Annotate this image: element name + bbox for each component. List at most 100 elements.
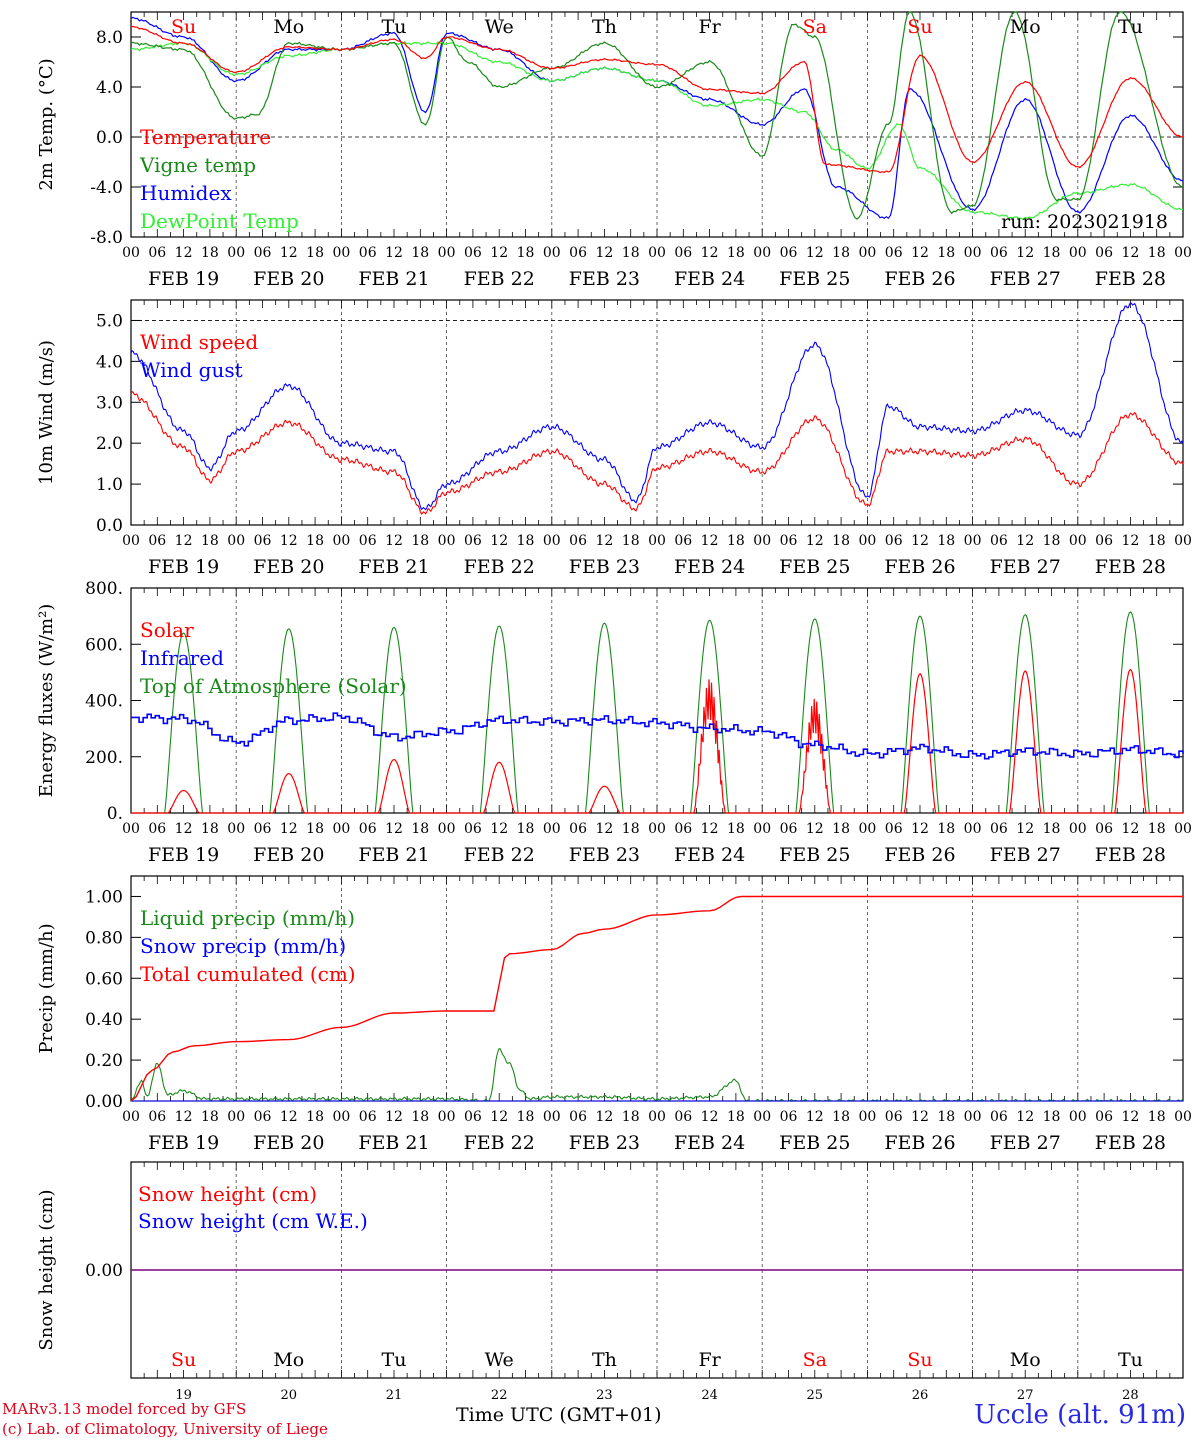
legend-entry: DewPoint Temp <box>140 209 299 233</box>
hour-tick-label: 00 <box>1174 533 1192 549</box>
hour-tick-label: 18 <box>832 1109 850 1125</box>
hour-tick-label: 12 <box>595 245 613 261</box>
hour-tick-label: 12 <box>806 821 824 837</box>
panel-1 <box>130 11 1184 238</box>
hour-tick-label: 06 <box>780 245 798 261</box>
y-tick-label: 0.00 <box>85 1092 123 1112</box>
hour-tick-label: 00 <box>122 245 140 261</box>
date-label: FEB 21 <box>358 1132 429 1154</box>
hour-tick-label: 00 <box>648 1109 666 1125</box>
hour-tick-label: 12 <box>911 1109 929 1125</box>
hour-tick-label: 18 <box>937 533 955 549</box>
hour-tick-label: 00 <box>648 533 666 549</box>
day-number-label: 28 <box>1122 1388 1139 1403</box>
plot-frame <box>130 299 1184 526</box>
hour-tick-label: 06 <box>569 245 587 261</box>
hour-tick-label: 06 <box>780 1109 798 1125</box>
weekday-label: Su <box>907 1349 932 1371</box>
hour-tick-label: 00 <box>1174 821 1192 837</box>
hour-tick-label: 18 <box>727 533 745 549</box>
hour-tick-label: 06 <box>569 1109 587 1125</box>
weekday-label: Sa <box>803 1349 827 1371</box>
hour-tick-label: 12 <box>701 245 719 261</box>
panel-2 <box>130 299 1184 526</box>
series-line-infrared <box>131 712 1184 760</box>
y-tick-label: 8.0 <box>96 28 123 48</box>
hour-tick-label: 00 <box>438 245 456 261</box>
hour-tick-label: 18 <box>1043 533 1061 549</box>
legend-entry: Total cumulated (cm) <box>140 962 356 986</box>
hour-tick-label: 06 <box>254 821 272 837</box>
hour-tick-label: 12 <box>175 821 193 837</box>
hour-tick-label: 00 <box>858 245 876 261</box>
hour-tick-label: 18 <box>306 245 324 261</box>
date-label: FEB 20 <box>253 1132 324 1154</box>
date-label: FEB 22 <box>464 268 535 290</box>
hour-tick-label: 12 <box>490 1109 508 1125</box>
hour-tick-label: 12 <box>385 533 403 549</box>
hour-tick-label: 00 <box>543 1109 561 1125</box>
hour-tick-label: 18 <box>201 533 219 549</box>
hour-tick-label: 00 <box>122 533 140 549</box>
legend-entry: Snow height (cm W.E.) <box>138 1209 368 1233</box>
hour-tick-label: 12 <box>1016 245 1034 261</box>
hour-tick-label: 00 <box>438 533 456 549</box>
hour-tick-label: 00 <box>543 821 561 837</box>
hour-tick-label: 18 <box>1043 1109 1061 1125</box>
hour-tick-label: 18 <box>201 1109 219 1125</box>
weekday-label: We <box>485 16 514 38</box>
day-number-label: 25 <box>807 1388 824 1403</box>
hour-tick-label: 00 <box>1069 1109 1087 1125</box>
hour-tick-label: 06 <box>780 533 798 549</box>
legend-entry: Snow height (cm) <box>138 1182 317 1206</box>
hour-tick-label: 18 <box>937 821 955 837</box>
y-tick-label: 200. <box>85 748 123 768</box>
hour-tick-label: 00 <box>964 245 982 261</box>
hour-tick-label: 12 <box>175 533 193 549</box>
hour-tick-label: 06 <box>885 1109 903 1125</box>
date-label: FEB 23 <box>569 556 640 578</box>
hour-tick-label: 00 <box>753 821 771 837</box>
hour-tick-label: 06 <box>464 533 482 549</box>
date-label: FEB 23 <box>569 1132 640 1154</box>
weekday-label: Su <box>907 16 932 38</box>
date-label: FEB 26 <box>884 268 955 290</box>
weekday-label: Sa <box>803 16 827 38</box>
hour-tick-label: 00 <box>332 533 350 549</box>
hour-tick-label: 06 <box>254 245 272 261</box>
legend-entry: Liquid precip (mm/h) <box>140 906 355 930</box>
hour-tick-label: 00 <box>543 245 561 261</box>
hour-tick-label: 00 <box>1174 245 1192 261</box>
weekday-label: Tu <box>1118 1349 1143 1371</box>
hour-tick-label: 12 <box>490 245 508 261</box>
hour-tick-label: 06 <box>1095 533 1113 549</box>
weekday-label: Th <box>592 1349 617 1371</box>
hour-tick-label: 06 <box>464 245 482 261</box>
hour-tick-label: 06 <box>359 1109 377 1125</box>
hour-tick-label: 00 <box>332 821 350 837</box>
weekday-label: Su <box>171 16 196 38</box>
weekday-label: Mo <box>273 16 304 38</box>
hour-tick-label: 06 <box>148 533 166 549</box>
date-label: FEB 26 <box>884 556 955 578</box>
hour-tick-label: 00 <box>1069 821 1087 837</box>
hour-tick-label: 18 <box>411 821 429 837</box>
hour-tick-label: 18 <box>832 821 850 837</box>
weekday-label: Mo <box>273 1349 304 1371</box>
date-label: FEB 23 <box>569 268 640 290</box>
hour-tick-label: 18 <box>1148 245 1166 261</box>
hour-tick-label: 18 <box>1148 821 1166 837</box>
hour-tick-label: 12 <box>911 533 929 549</box>
hour-tick-label: 12 <box>175 1109 193 1125</box>
day-number-label: 23 <box>596 1388 613 1403</box>
y-tick-label: 0.0 <box>96 128 123 148</box>
hour-tick-label: 12 <box>280 1109 298 1125</box>
date-label: FEB 22 <box>464 556 535 578</box>
hour-tick-label: 00 <box>122 1109 140 1125</box>
hour-tick-label: 12 <box>701 533 719 549</box>
hour-tick-label: 12 <box>385 245 403 261</box>
y-tick-label: 0.40 <box>85 1010 123 1030</box>
hour-tick-label: 06 <box>254 1109 272 1125</box>
hour-tick-label: 00 <box>964 821 982 837</box>
legend-entry: Vigne temp <box>139 153 256 177</box>
